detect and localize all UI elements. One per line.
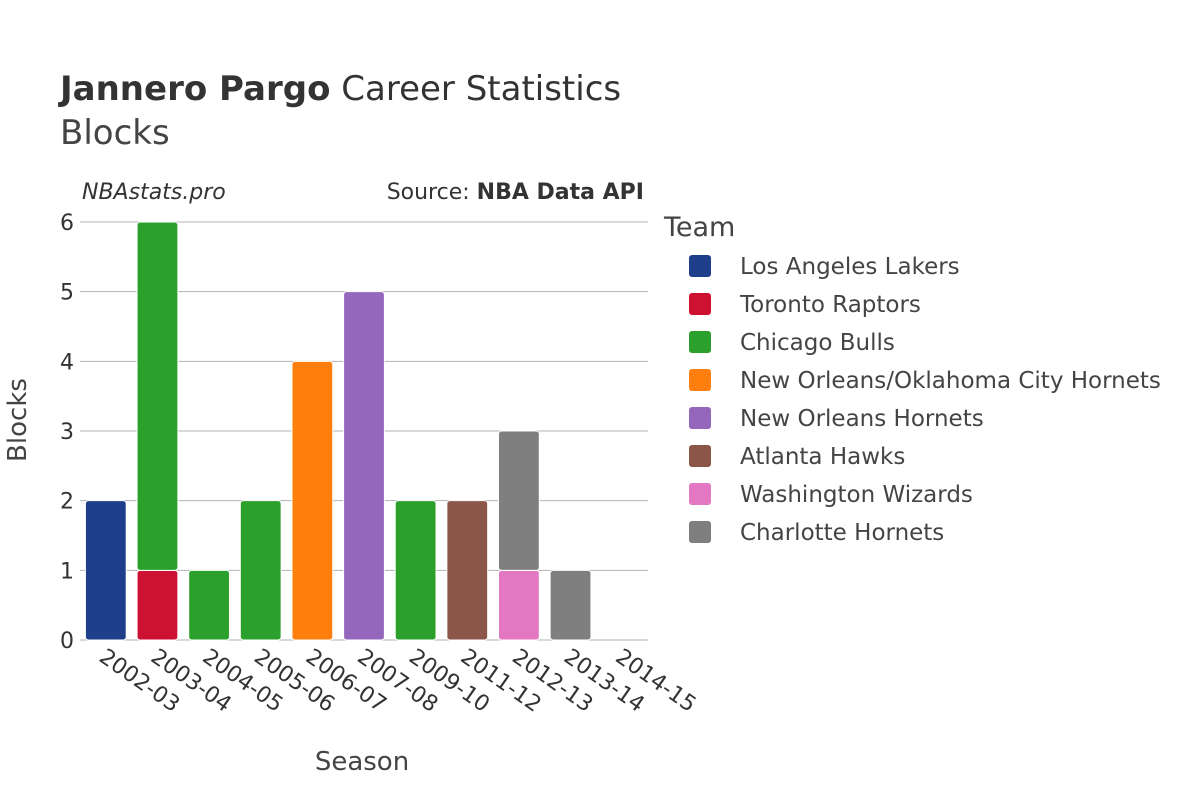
bar-2007-08-new-orleans-hornets [343, 291, 385, 641]
legend-title: Team [663, 212, 735, 243]
legend-swatch [689, 293, 711, 315]
bar-2002-03-los-angeles-lakers [84, 500, 127, 641]
legend-swatch [689, 407, 711, 429]
legend-item-label: Los Angeles Lakers [740, 254, 960, 280]
y-tick-label: 1 [60, 559, 74, 584]
bar-2012-13-charlotte-hornets [498, 430, 540, 571]
legend-item-label: Chicago Bulls [740, 330, 895, 356]
y-tick-label: 5 [60, 281, 74, 306]
chart-title-player: Jannero Pargo [58, 69, 330, 109]
x-axis-ticks: 2002-032003-042004-052005-062006-072007-… [94, 644, 700, 717]
bar-2009-10-chicago-bulls [394, 500, 437, 641]
y-tick-label: 6 [60, 211, 74, 236]
x-axis-title: Season [315, 747, 409, 777]
bar-2006-07-new-orleans-oklahoma-city-hornets [291, 360, 334, 641]
source-prefix: Source: [387, 180, 477, 205]
bar-2013-14-charlotte-hornets [549, 569, 592, 641]
y-tick-label: 4 [60, 350, 74, 375]
legend-swatch [689, 331, 711, 353]
legend-item-label: Atlanta Hawks [740, 444, 905, 470]
legend-item-label: New Orleans Hornets [740, 406, 984, 432]
y-tick-label: 3 [60, 420, 74, 445]
legend-item-label: Toronto Raptors [739, 292, 921, 318]
bar-2005-06-chicago-bulls [239, 500, 282, 641]
legend: Team Los Angeles Lakers Toronto Raptors Ch… [663, 212, 1161, 546]
bar-2003-04-toronto-raptors [136, 569, 179, 641]
bar-2012-13-washington-wizards [498, 569, 540, 641]
chart-title: Jannero Pargo Career Statistics [58, 69, 621, 109]
source-credit: Source: NBA Data API [387, 180, 644, 205]
y-axis-title: Blocks [3, 378, 33, 462]
source-name: NBA Data API [477, 180, 644, 205]
legend-item-label: New Orleans/Oklahoma City Hornets [740, 368, 1161, 394]
legend-item-label: Washington Wizards [740, 482, 973, 508]
chart-subtitle: Blocks [60, 113, 170, 153]
legend-swatch [689, 369, 711, 391]
chart-title-rest: Career Statistics [330, 69, 621, 109]
legend-swatch [689, 521, 711, 543]
bars [84, 221, 592, 641]
y-axis-ticks: 0 1 2 3 4 5 6 [60, 211, 74, 654]
legend-item-label: Charlotte Hornets [740, 520, 944, 546]
site-credit: NBAstats.pro [82, 180, 226, 205]
y-tick-label: 0 [60, 629, 74, 654]
y-tick-label: 2 [60, 490, 74, 515]
legend-swatch [689, 483, 711, 505]
bar-2003-04-chicago-bulls [136, 221, 179, 571]
bar-2004-05-chicago-bulls [188, 569, 230, 641]
legend-swatch [689, 445, 711, 467]
legend-swatch [689, 255, 711, 277]
bar-2011-12-atlanta-hawks [446, 500, 489, 641]
